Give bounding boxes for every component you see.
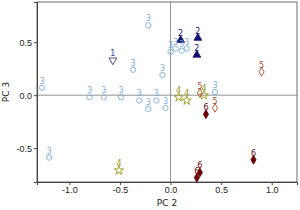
point-labels: 12223333333333333333344445556666 xyxy=(40,14,265,175)
axis-line xyxy=(34,3,38,183)
point-label: 5 xyxy=(197,82,202,91)
tick: 0.0 xyxy=(165,182,178,195)
point xyxy=(130,67,135,72)
point-label: 3 xyxy=(118,86,123,95)
x-axis: -1.0 -0.5 0.0 0.5 1.0 xyxy=(38,182,298,195)
point-label: 3 xyxy=(154,89,159,98)
point-label: 3 xyxy=(40,77,45,86)
point xyxy=(212,89,217,94)
point xyxy=(184,46,189,51)
point-label: 3 xyxy=(131,59,136,68)
zero-line xyxy=(37,95,297,96)
point-label: 3 xyxy=(47,147,52,156)
point-label: 3 xyxy=(163,97,168,106)
point-label: 3 xyxy=(146,98,151,107)
y-axis-title: PC 3 xyxy=(1,82,11,102)
x-axis-title: PC 2 xyxy=(157,198,177,208)
point-label: 3 xyxy=(173,38,178,47)
point-label: 3 xyxy=(101,86,106,95)
point-label: 6 xyxy=(194,167,199,176)
point-label: 2 xyxy=(195,27,200,36)
tick: -0.5 xyxy=(16,143,37,153)
point xyxy=(146,23,151,28)
marks xyxy=(39,23,264,182)
point xyxy=(179,48,184,53)
tick-label: 0.0 xyxy=(19,91,32,101)
plot-frame xyxy=(37,2,297,182)
point xyxy=(87,95,92,100)
point-label: 3 xyxy=(137,89,142,98)
point-label: 3 xyxy=(213,81,218,90)
point-label: 6 xyxy=(203,103,208,112)
point-label: 4 xyxy=(184,89,189,98)
tick: 1.0 xyxy=(266,182,279,195)
point-label: 3 xyxy=(146,14,151,23)
point-label: 2 xyxy=(178,29,183,38)
point-label: 3 xyxy=(168,41,173,50)
point xyxy=(168,49,173,54)
point-label: 3 xyxy=(87,86,92,95)
chart: -1.0-0.50.00.51.0-0.50.00.5PC 2PC 312223… xyxy=(0,0,300,210)
tick-label: 1.0 xyxy=(266,185,279,195)
tick-label: -1.0 xyxy=(62,185,78,195)
tick-mark xyxy=(34,42,37,43)
point xyxy=(137,98,142,103)
point xyxy=(154,98,159,103)
point-label: 4 xyxy=(176,86,181,95)
tick-mark xyxy=(34,95,37,96)
tick-mark xyxy=(34,148,37,149)
tick-label: 0.0 xyxy=(165,185,178,195)
point-label: 6 xyxy=(251,149,256,158)
point xyxy=(39,85,44,90)
tick-label: -0.5 xyxy=(113,185,129,195)
point-label: 2 xyxy=(194,44,199,53)
tick-label: 0.5 xyxy=(215,185,228,195)
point xyxy=(163,105,168,110)
point xyxy=(146,106,151,111)
point-label: 1 xyxy=(110,49,115,58)
tick: -0.5 xyxy=(113,182,129,195)
point xyxy=(173,46,178,51)
point-label: 5 xyxy=(213,97,218,106)
point xyxy=(118,95,123,100)
point xyxy=(109,58,117,65)
tick: 0.5 xyxy=(19,38,37,48)
point-label: 3 xyxy=(160,64,165,73)
point-label: 4 xyxy=(116,159,121,168)
tick: -1.0 xyxy=(62,182,78,195)
tick: 0.5 xyxy=(215,182,228,195)
tick-label: -0.5 xyxy=(16,143,32,153)
point xyxy=(160,72,165,77)
tick-label: 0.5 xyxy=(19,38,32,48)
point xyxy=(46,155,51,160)
y-axis: -0.5 0.0 0.5 xyxy=(16,3,37,183)
point xyxy=(101,95,106,100)
zero-line xyxy=(170,2,171,182)
tick: 0.0 xyxy=(19,91,37,101)
point-label: 5 xyxy=(259,61,264,70)
point-label: 3 xyxy=(184,38,189,47)
